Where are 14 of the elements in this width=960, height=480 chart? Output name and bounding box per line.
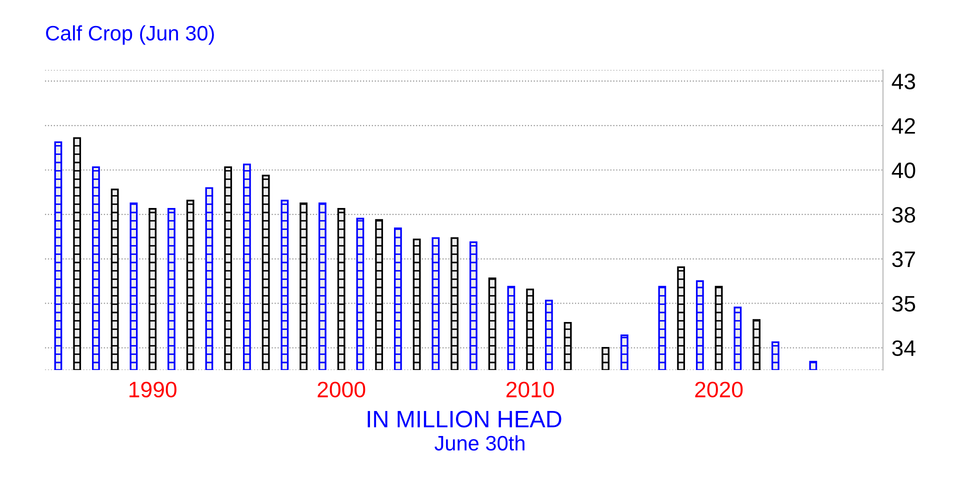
y-tick-label: 43 bbox=[892, 74, 916, 90]
x-tick-label: 2000 bbox=[318, 382, 366, 398]
y-tick-label: 40 bbox=[892, 162, 916, 178]
x-tick-label: 2010 bbox=[506, 382, 554, 398]
y-tick-label: 42 bbox=[892, 118, 915, 134]
chart-title: Calf Crop (Jun 30) bbox=[46, 25, 214, 45]
x-axis-title: IN MILLION HEAD bbox=[368, 410, 562, 428]
y-tick-label: 38 bbox=[892, 206, 916, 223]
y-tick-label: 34 bbox=[892, 340, 916, 356]
x-tick-label: 1990 bbox=[130, 382, 176, 398]
y-tick-label: 35 bbox=[892, 296, 916, 312]
text: June 30th bbox=[434, 435, 524, 451]
x-tick-label: 2020 bbox=[695, 382, 743, 398]
y-tick-label: 37 bbox=[892, 251, 915, 268]
